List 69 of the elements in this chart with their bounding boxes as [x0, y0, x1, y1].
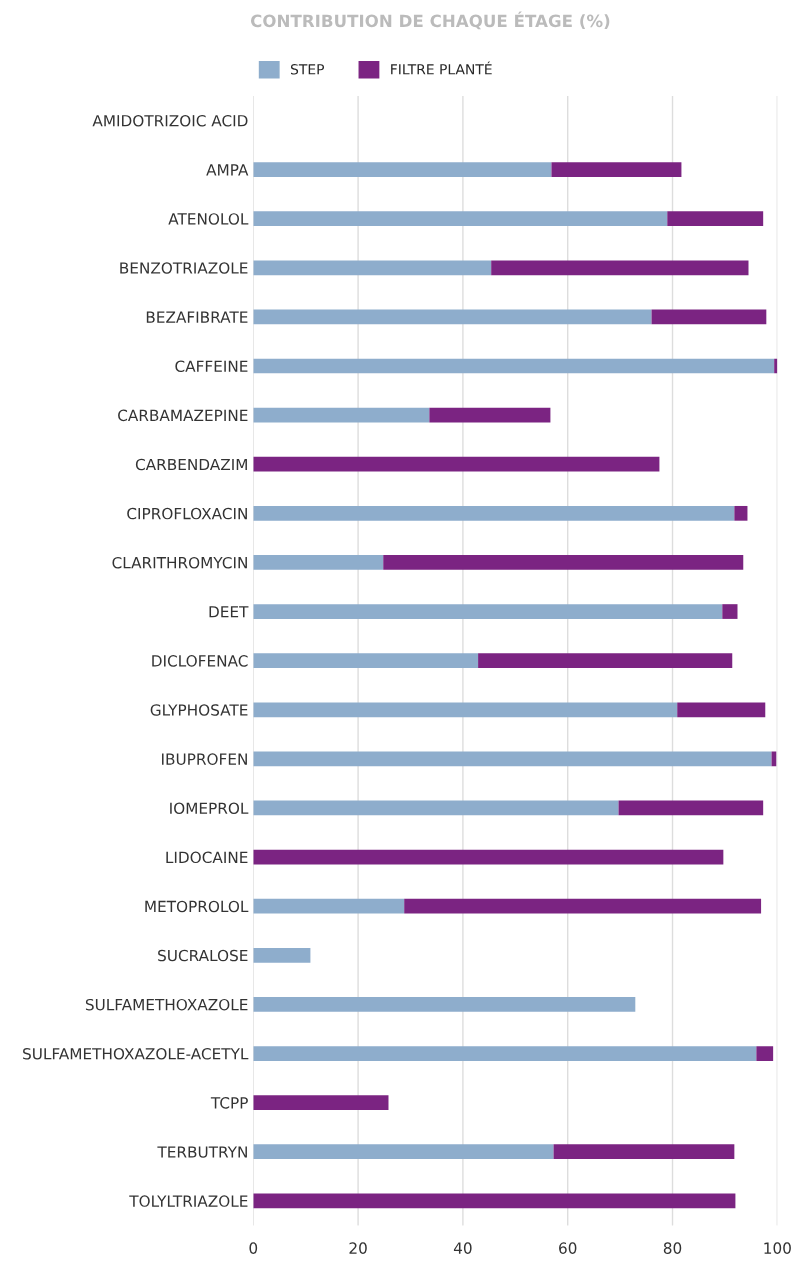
bar — [253, 997, 636, 1012]
bar — [253, 849, 724, 865]
x-tick-label: 80 — [663, 1242, 682, 1254]
bar — [774, 358, 778, 374]
bar — [253, 1046, 757, 1061]
bar — [677, 702, 766, 718]
y-tick-label: LIDOCAINE — [166, 851, 248, 864]
bar — [618, 800, 764, 816]
y-tick-label: IOMEPROL — [170, 802, 249, 814]
bar — [553, 1144, 735, 1160]
chart-title: CONTRIBUTION DE CHAQUE ÉTAGE (%) — [250, 11, 610, 30]
y-tick-label: METOPROLOL — [145, 900, 249, 913]
y-tick-label: GLYPHOSATE — [150, 704, 248, 716]
y-tick-label: ATENOLOL — [168, 213, 249, 225]
y-tick-label: CLARITHROMYCIN — [112, 556, 247, 569]
x-tick-label: 0 — [249, 1242, 258, 1254]
bar — [734, 505, 748, 521]
y-tick-label: SULFAMETHOXAZOLE-ACETYL — [23, 1047, 249, 1060]
x-tick-label: 100 — [764, 1242, 791, 1254]
bar — [429, 407, 551, 423]
bar — [651, 309, 767, 325]
x-tick-label: 40 — [453, 1242, 472, 1254]
y-tick-label: SUCRALOSE — [158, 949, 248, 962]
bar — [253, 1095, 389, 1110]
bar — [253, 1144, 554, 1160]
bar — [253, 358, 775, 374]
bar — [404, 898, 762, 914]
bar — [253, 947, 311, 963]
bar — [253, 505, 735, 521]
y-tick-label: TERBUTRYN — [157, 1146, 247, 1158]
bar — [253, 751, 772, 767]
bar — [253, 407, 430, 423]
y-tick-label: BENZOTRIAZOLE — [120, 262, 248, 274]
x-tick-label: 20 — [349, 1242, 367, 1254]
bar — [253, 456, 660, 472]
bar — [551, 162, 682, 177]
y-tick-label: CARBENDAZIM — [135, 458, 247, 471]
bar — [253, 211, 668, 227]
bar — [478, 653, 733, 669]
y-tick-label: CIPROFLOXACIN — [127, 507, 247, 520]
bar — [253, 898, 405, 914]
bar — [667, 211, 764, 227]
y-tick-label: CAFFEINE — [175, 360, 248, 373]
bar — [253, 702, 678, 718]
y-tick-label: IBUPROFEN — [162, 753, 247, 765]
y-tick-label: SULFAMETHOXAZOLE — [85, 998, 248, 1011]
y-tick-label: AMIDOTRIZOIC ACID — [92, 114, 248, 127]
bar — [253, 653, 479, 669]
bar — [253, 260, 492, 276]
bar — [756, 1046, 774, 1061]
y-tick-label: DICLOFENAC — [152, 655, 248, 667]
bar — [253, 1193, 736, 1209]
legend-label: FILTRE PLANTÉ — [391, 61, 492, 75]
bar — [253, 309, 652, 325]
bar — [253, 555, 384, 570]
y-tick-label: AMPA — [206, 164, 249, 176]
bar — [491, 260, 749, 276]
bar — [253, 162, 552, 177]
bar — [383, 555, 744, 570]
y-tick-label: TCPP — [210, 1097, 248, 1109]
bar — [253, 604, 723, 619]
bar — [253, 800, 619, 816]
y-tick-label: TOLYLTRIAZOLE — [129, 1195, 248, 1207]
legend-label: STEP — [290, 64, 325, 75]
y-tick-label: BEZAFIBRATE — [146, 311, 248, 323]
y-tick-label: CARBAMAZEPINE — [118, 409, 248, 422]
bar — [722, 604, 738, 619]
y-tick-label: DEET — [209, 606, 249, 618]
x-tick-label: 60 — [559, 1242, 577, 1254]
